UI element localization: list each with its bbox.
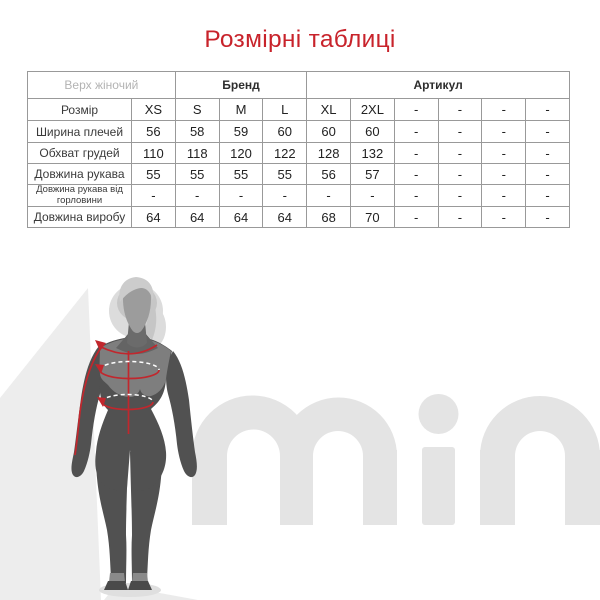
table-row: Довжина рукава від горловини - - - - - - - - - - bbox=[27, 183, 570, 208]
value-cell: - bbox=[525, 142, 570, 164]
value-cell: - bbox=[481, 98, 527, 121]
table-row: Обхват грудей 110 118 120 122 128 132- - - - bbox=[27, 142, 570, 164]
value-cell: - bbox=[218, 183, 264, 208]
table-row: Розмір XS S M L XL 2XL - - - - bbox=[27, 98, 570, 121]
table-row: Ширина плечей 56 58 59 60 60 60- - - - bbox=[27, 120, 570, 143]
value-cell: - bbox=[525, 163, 570, 185]
shoulder-arrowhead bbox=[95, 340, 106, 351]
value-cell: - bbox=[481, 163, 527, 185]
value-cell: - bbox=[437, 183, 483, 208]
row-label-cell: Довжина виробу bbox=[27, 206, 132, 229]
value-cell: 118 bbox=[174, 142, 220, 164]
value-cell: 59 bbox=[218, 120, 264, 143]
value-cell: 110 bbox=[131, 142, 176, 164]
value-cell: 122 bbox=[262, 142, 308, 164]
row-label-cell: Довжина рукава від горловини bbox=[27, 183, 132, 208]
row-label-cell: Довжина рукава bbox=[27, 163, 132, 185]
value-cell: - bbox=[437, 142, 483, 164]
value-cell: - bbox=[262, 183, 308, 208]
value-cell: 58 bbox=[174, 120, 220, 143]
chest-arrowhead bbox=[95, 364, 104, 374]
value-cell: 55 bbox=[131, 163, 176, 185]
group-header-cell: Артикул bbox=[306, 71, 570, 99]
value-cell: 64 bbox=[262, 206, 308, 229]
value-cell: - bbox=[131, 183, 176, 208]
value-cell: - bbox=[481, 183, 527, 208]
measure-dashed-arcs bbox=[99, 360, 160, 403]
size-table-body: Верх жіночий Бренд Артикул Розмір XS S M L XL 2XL… bbox=[27, 71, 570, 229]
value-cell: 2XL bbox=[349, 98, 395, 121]
value-cell: - bbox=[481, 142, 527, 164]
value-cell: M bbox=[218, 98, 264, 121]
value-cell: 70 bbox=[349, 206, 395, 229]
value-cell: 64 bbox=[218, 206, 264, 229]
row-label-cell: Обхват грудей bbox=[27, 142, 132, 164]
background-triangle bbox=[0, 288, 101, 600]
value-cell: S bbox=[174, 98, 220, 121]
value-cell: 60 bbox=[349, 120, 395, 143]
row-label-cell: Розмір bbox=[27, 98, 132, 121]
value-cell: 57 bbox=[349, 163, 395, 185]
value-cell: - bbox=[525, 98, 570, 121]
value-cell: XL bbox=[306, 98, 351, 121]
value-cell: - bbox=[393, 183, 439, 208]
value-cell: 64 bbox=[174, 206, 220, 229]
value-cell: 55 bbox=[174, 163, 220, 185]
value-cell: 55 bbox=[262, 163, 308, 185]
value-cell: 60 bbox=[306, 120, 351, 143]
value-cell: - bbox=[437, 98, 483, 121]
value-cell: - bbox=[481, 120, 527, 143]
row-label-cell: Ширина плечей bbox=[27, 120, 132, 143]
hair-front bbox=[119, 277, 154, 302]
value-cell: - bbox=[437, 206, 483, 229]
table-row: Довжина виробу 64 64 64 64 68 70- - - - bbox=[27, 206, 570, 229]
chest-dashed-arc bbox=[99, 360, 160, 371]
value-cell: 68 bbox=[306, 206, 351, 229]
arms bbox=[71, 346, 197, 478]
table-group-header-row: Верх жіночий Бренд Артикул bbox=[27, 71, 570, 99]
feet bbox=[104, 573, 152, 590]
value-cell: - bbox=[393, 98, 439, 121]
measure-arrowheads bbox=[95, 340, 106, 407]
waist-measure-arc bbox=[101, 401, 154, 411]
shoulder-measure-line bbox=[100, 344, 158, 355]
value-cell: 56 bbox=[306, 163, 351, 185]
value-cell: 132 bbox=[349, 142, 395, 164]
value-cell: L bbox=[262, 98, 308, 121]
waist-dashed-arc bbox=[101, 393, 154, 403]
value-cell: XS bbox=[131, 98, 176, 121]
group-header-cell: Бренд bbox=[174, 71, 308, 99]
value-cell: 55 bbox=[218, 163, 264, 185]
page-title: Розмірні таблиці bbox=[204, 26, 396, 53]
value-cell: 60 bbox=[262, 120, 308, 143]
value-cell: 56 bbox=[131, 120, 176, 143]
chest-measure-arc bbox=[99, 369, 160, 380]
brand-watermark bbox=[192, 394, 600, 525]
value-cell: 64 bbox=[131, 206, 176, 229]
value-cell: - bbox=[393, 206, 439, 229]
value-cell: - bbox=[525, 206, 570, 229]
size-table: Верх жіночий Бренд Артикул Розмір XS S M L XL 2XL… bbox=[27, 71, 570, 229]
value-cell: - bbox=[481, 206, 527, 229]
value-cell: - bbox=[437, 163, 483, 185]
face bbox=[123, 280, 151, 333]
table-row: Довжина рукава 55 55 55 55 56 57- - - - bbox=[27, 163, 570, 185]
group-header-cell: Верх жіночий bbox=[27, 71, 176, 99]
sleeve-measure-line bbox=[74, 348, 101, 456]
value-cell: - bbox=[393, 120, 439, 143]
value-cell: - bbox=[349, 183, 395, 208]
value-cell: - bbox=[393, 142, 439, 164]
value-cell: - bbox=[525, 120, 570, 143]
measure-marks bbox=[74, 344, 160, 456]
value-cell: 120 bbox=[218, 142, 264, 164]
hair-strand bbox=[144, 293, 157, 340]
value-cell: - bbox=[393, 163, 439, 185]
value-cell: - bbox=[437, 120, 483, 143]
value-cell: - bbox=[525, 183, 570, 208]
value-cell: - bbox=[306, 183, 351, 208]
value-cell: 128 bbox=[306, 142, 351, 164]
value-cell: - bbox=[174, 183, 220, 208]
waist-arrowhead bbox=[97, 397, 106, 407]
